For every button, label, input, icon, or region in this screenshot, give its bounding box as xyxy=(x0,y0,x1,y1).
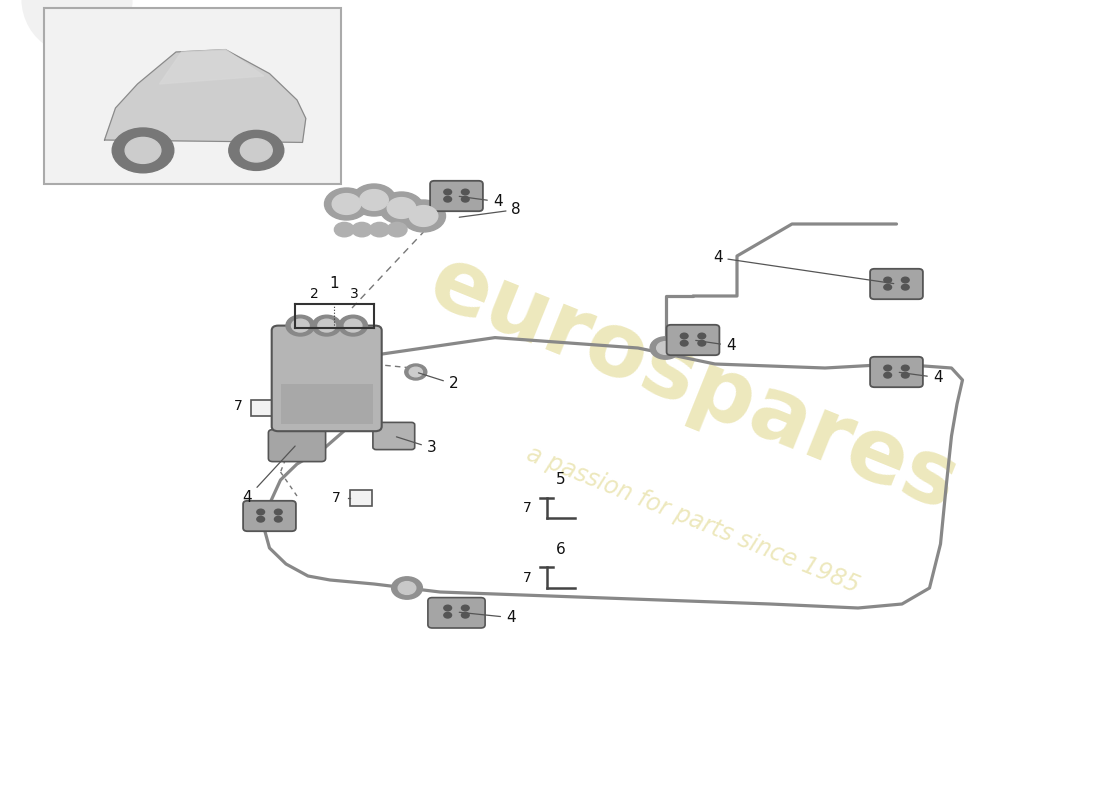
Text: 3: 3 xyxy=(350,287,359,302)
Circle shape xyxy=(657,342,674,354)
Text: 7: 7 xyxy=(522,570,531,585)
Circle shape xyxy=(112,128,174,173)
Text: 5: 5 xyxy=(557,473,565,487)
Text: 4: 4 xyxy=(460,194,503,209)
Circle shape xyxy=(402,200,446,232)
Circle shape xyxy=(339,315,367,336)
Circle shape xyxy=(405,364,427,380)
Circle shape xyxy=(352,184,396,216)
Circle shape xyxy=(443,197,452,202)
Circle shape xyxy=(241,139,273,162)
Text: 4: 4 xyxy=(243,446,295,505)
Circle shape xyxy=(352,222,372,237)
Text: 7: 7 xyxy=(522,501,531,515)
Bar xyxy=(251,400,273,416)
Circle shape xyxy=(901,278,909,282)
Circle shape xyxy=(334,222,354,237)
Circle shape xyxy=(443,605,452,611)
Circle shape xyxy=(312,315,341,336)
Circle shape xyxy=(462,190,470,194)
Circle shape xyxy=(387,222,407,237)
Text: a passion for parts since 1985: a passion for parts since 1985 xyxy=(524,442,862,598)
Text: 4: 4 xyxy=(900,370,943,385)
Circle shape xyxy=(286,315,315,336)
Circle shape xyxy=(398,582,416,594)
Circle shape xyxy=(229,130,284,170)
Circle shape xyxy=(698,334,706,339)
FancyBboxPatch shape xyxy=(430,181,483,211)
Circle shape xyxy=(256,509,265,515)
Circle shape xyxy=(409,206,438,226)
Circle shape xyxy=(462,613,470,618)
Circle shape xyxy=(680,341,689,346)
Bar xyxy=(280,384,373,424)
Circle shape xyxy=(360,190,388,210)
Circle shape xyxy=(883,278,892,282)
Circle shape xyxy=(901,372,909,378)
Text: 2: 2 xyxy=(310,287,319,302)
Text: 4: 4 xyxy=(460,610,516,625)
Circle shape xyxy=(387,198,416,218)
Circle shape xyxy=(680,334,689,339)
Circle shape xyxy=(650,337,681,359)
Circle shape xyxy=(275,509,283,515)
FancyBboxPatch shape xyxy=(870,269,923,299)
Circle shape xyxy=(462,605,470,611)
Text: eurospares: eurospares xyxy=(416,238,970,530)
Circle shape xyxy=(901,365,909,371)
Text: 6: 6 xyxy=(557,542,565,557)
Circle shape xyxy=(698,341,706,346)
Circle shape xyxy=(883,372,892,378)
Text: 3: 3 xyxy=(396,437,437,455)
Circle shape xyxy=(324,188,369,220)
Circle shape xyxy=(392,577,422,599)
FancyBboxPatch shape xyxy=(870,357,923,387)
FancyBboxPatch shape xyxy=(428,598,485,628)
Circle shape xyxy=(318,319,336,332)
FancyBboxPatch shape xyxy=(243,501,296,531)
FancyBboxPatch shape xyxy=(268,430,326,462)
Circle shape xyxy=(409,367,422,377)
Circle shape xyxy=(125,138,161,163)
Bar xyxy=(44,8,341,184)
Circle shape xyxy=(901,285,909,290)
Circle shape xyxy=(292,319,309,332)
Circle shape xyxy=(443,613,452,618)
Text: 7: 7 xyxy=(332,490,341,505)
Circle shape xyxy=(344,319,362,332)
FancyBboxPatch shape xyxy=(272,326,382,431)
Circle shape xyxy=(443,190,452,194)
FancyBboxPatch shape xyxy=(667,325,719,355)
Polygon shape xyxy=(104,50,306,142)
Text: 2: 2 xyxy=(418,373,459,391)
Polygon shape xyxy=(160,50,264,84)
Bar xyxy=(350,490,372,506)
Circle shape xyxy=(275,517,283,522)
Text: 4: 4 xyxy=(713,250,894,283)
Circle shape xyxy=(883,285,892,290)
Circle shape xyxy=(256,517,265,522)
Circle shape xyxy=(883,365,892,371)
Text: 4: 4 xyxy=(695,338,736,353)
Text: 7: 7 xyxy=(234,398,243,413)
Circle shape xyxy=(332,194,361,214)
Circle shape xyxy=(379,192,424,224)
Text: 8: 8 xyxy=(460,202,521,218)
Circle shape xyxy=(462,197,470,202)
Text: 1: 1 xyxy=(330,277,339,291)
Circle shape xyxy=(370,222,389,237)
FancyBboxPatch shape xyxy=(373,422,415,450)
